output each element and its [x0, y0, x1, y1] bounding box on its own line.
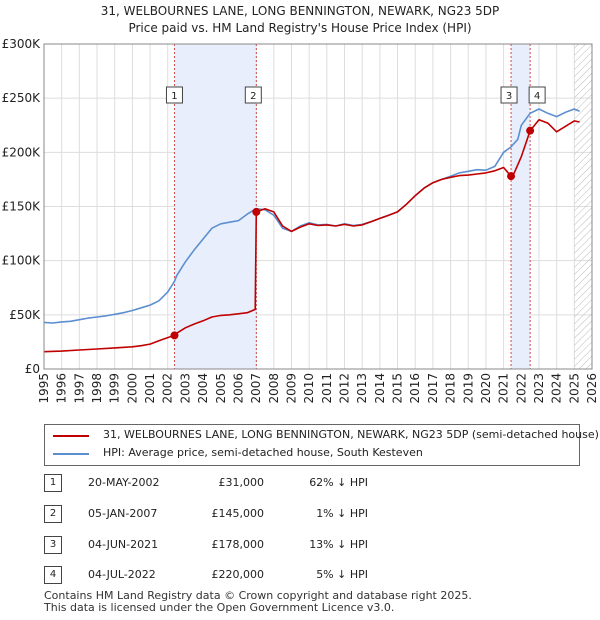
x-tick-label: 2009: [284, 373, 298, 404]
sale-number-badge: 1: [44, 474, 62, 492]
sale-date: 04-JUL-2022: [88, 568, 156, 581]
sale-hpi-diff: 13% ↓ HPI: [309, 538, 368, 551]
sale-row: 3 04-JUN-2021 £178,000 13% ↓ HPI: [44, 536, 424, 556]
sale-point: [252, 207, 261, 216]
y-tick-label: £0: [25, 362, 40, 376]
y-tick-label: £200K: [2, 145, 42, 159]
sale-hpi-diff: 62% ↓ HPI: [309, 476, 368, 489]
x-tick-label: 2026: [585, 373, 599, 404]
sale-marker-box: [528, 86, 546, 104]
sale-marker-label: 3: [506, 91, 512, 102]
legend: 31, WELBOURNES LANE, LONG BENNINGTON, NE…: [44, 424, 599, 466]
chart-title: 31, WELBOURNES LANE, LONG BENNINGTON, NE…: [100, 4, 500, 18]
x-tick-label: 2013: [355, 373, 369, 404]
sale-price: £31,000: [218, 476, 265, 489]
sale-hpi-diff: 5% ↓ HPI: [316, 568, 368, 581]
sale-hpi-diff: 1% ↓ HPI: [316, 507, 368, 520]
sale-point: [507, 172, 516, 181]
x-tick-label: 2000: [125, 373, 139, 404]
x-tick-label: 1995: [37, 373, 51, 404]
legend-label-property: 31, WELBOURNES LANE, LONG BENNINGTON, NE…: [103, 428, 599, 441]
sale-period-shade: [511, 44, 531, 369]
x-tick-label: 2020: [479, 373, 493, 404]
y-tick-label: £250K: [2, 91, 42, 105]
x-tick-label: 2025: [567, 373, 581, 404]
x-tick-label: 2023: [532, 373, 546, 404]
x-tick-label: 2024: [550, 373, 564, 404]
footer-licence: This data is licensed under the Open Gov…: [44, 601, 395, 614]
footer-copyright: Contains HM Land Registry data © Crown c…: [44, 589, 472, 602]
sale-price: £178,000: [211, 538, 265, 551]
x-tick-label: 2019: [461, 373, 475, 404]
sale-number-badge: 4: [44, 566, 62, 584]
x-tick-label: 2008: [267, 373, 281, 404]
x-tick-label: 1996: [55, 373, 69, 404]
sale-period-shade: [174, 44, 257, 369]
x-tick-label: 2017: [426, 373, 440, 404]
sale-number-badge: 3: [44, 536, 62, 554]
x-tick-label: 2012: [338, 373, 352, 404]
legend-swatch-hpi: [53, 453, 89, 455]
sale-marker-box: [165, 86, 183, 104]
legend-swatch-property: [53, 435, 89, 437]
sale-date: 05-JAN-2007: [88, 507, 158, 520]
x-tick-label: 1997: [72, 373, 86, 404]
sale-point: [170, 331, 179, 340]
sale-marker-label: 1: [171, 91, 177, 102]
plot-border: [43, 43, 593, 370]
x-tick-label: 2004: [196, 373, 210, 404]
y-tick-label: £100K: [2, 254, 42, 268]
sale-row: 4 04-JUL-2022 £220,000 5% ↓ HPI: [44, 566, 424, 586]
x-tick-label: 2021: [497, 373, 511, 404]
forecast-hatch: [574, 44, 592, 369]
x-tick-label: 2015: [391, 373, 405, 404]
y-tick-label: £50K: [9, 308, 41, 322]
x-tick-label: 2016: [408, 373, 422, 404]
x-tick-label: 2006: [231, 373, 245, 404]
sale-row: 1 20-MAY-2002 £31,000 62% ↓ HPI: [44, 474, 424, 494]
x-tick-label: 2002: [161, 373, 175, 404]
sale-marker-label: 4: [534, 91, 540, 102]
sale-date: 20-MAY-2002: [88, 476, 160, 489]
sale-number-badge: 2: [44, 505, 62, 523]
x-tick-label: 2011: [320, 373, 334, 404]
x-tick-label: 2010: [302, 373, 316, 404]
price-chart: 1 2 3 4 £0 £50K £100K £150K £200K £250K £300K 1995…: [2, 37, 599, 404]
sale-marker-box: [244, 86, 262, 104]
y-tick-label: £150K: [2, 200, 42, 214]
sale-point: [526, 126, 535, 135]
x-tick-label: 2001: [143, 373, 157, 404]
x-tick-label: 2014: [373, 373, 387, 404]
x-tick-label: 2005: [214, 373, 228, 404]
x-tick-label: 1999: [108, 373, 122, 404]
x-tick-label: 2022: [514, 373, 528, 404]
x-tick-label: 1998: [90, 373, 104, 404]
chart-subtitle: Price paid vs. HM Land Registry's House …: [128, 21, 472, 35]
x-tick-label: 2018: [444, 373, 458, 404]
y-tick-label: £300K: [2, 37, 42, 51]
sale-row: 2 05-JAN-2007 £145,000 1% ↓ HPI: [44, 505, 424, 525]
sale-marker-box: [500, 86, 518, 104]
x-tick-label: 2007: [249, 373, 263, 404]
sale-marker-label: 2: [250, 91, 256, 102]
sale-price: £220,000: [211, 568, 265, 581]
legend-label-hpi: HPI: Average price, semi-detached house,…: [103, 446, 423, 459]
x-tick-label: 2003: [178, 373, 192, 404]
sale-price: £145,000: [211, 507, 265, 520]
sale-date: 04-JUN-2021: [88, 538, 159, 551]
